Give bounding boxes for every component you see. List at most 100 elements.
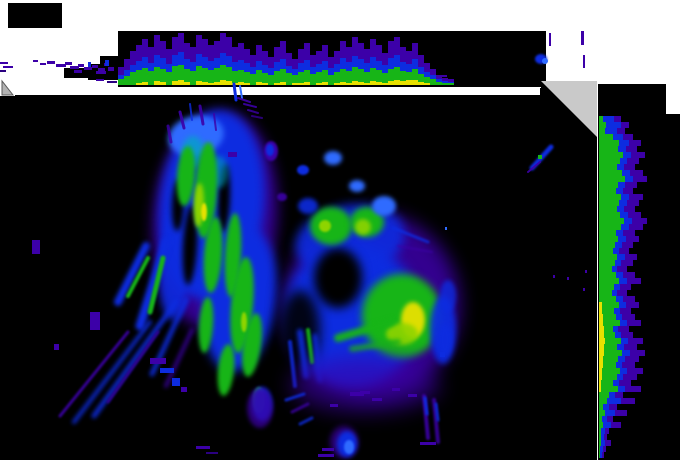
right-profile-bar: [599, 422, 603, 428]
right-profile-bar: [599, 284, 614, 290]
strip-profile-bar: [352, 67, 358, 85]
speck: [90, 312, 100, 330]
right-profile-bar: [599, 344, 604, 350]
diagonal-streak-core: [126, 256, 150, 298]
speck: [228, 152, 237, 157]
speck: [567, 277, 569, 280]
right-profile-bar: [599, 368, 602, 374]
strip-profile-bar: [232, 71, 238, 85]
strip-profile-bar: [394, 67, 400, 85]
strip-profile-bar: [304, 70, 310, 85]
central-finger-core: [306, 328, 314, 364]
strip-profile-bar: [388, 81, 394, 85]
right-profile-bar: [599, 386, 618, 392]
right-profile-bar: [599, 254, 617, 260]
left-yellow-spot: [241, 312, 247, 332]
strip-profile-bar: [196, 66, 202, 85]
left-green-core: [198, 297, 214, 353]
strip-profile-bar: [358, 82, 364, 85]
strip-profile-bar: [184, 69, 190, 85]
strip-baseline-dash: [107, 81, 117, 83]
corner-dash: [0, 62, 8, 64]
right-profile-bar: [599, 230, 616, 236]
bottom-right-core: [423, 396, 429, 416]
right-profile-bar: [599, 152, 623, 158]
right-profile-bar: [599, 326, 613, 332]
right-profile-bar: [599, 452, 602, 458]
central-blue-dot: [349, 180, 365, 192]
gap-scribble: [232, 82, 238, 102]
right-profile-bar: [599, 176, 625, 182]
left-top-spike: [166, 124, 173, 144]
strip-left-speck: [88, 62, 91, 67]
strip-profile-bar: [382, 83, 388, 85]
right-profile-bar: [599, 218, 624, 224]
left-yellow-spot: [201, 203, 207, 221]
strip-profile-bar: [136, 70, 142, 85]
right-profile-bar: [599, 350, 622, 356]
strip-profile-bar: [394, 80, 400, 85]
speck: [322, 448, 334, 451]
corner-dash: [3, 66, 13, 68]
right-profile-bar: [599, 158, 620, 164]
right-profile-bar: [599, 332, 615, 338]
right-profile-bar: [599, 440, 601, 446]
right-profile-bar: [599, 344, 617, 350]
strip-left-speck: [92, 65, 98, 68]
right-profile-bar: [599, 368, 620, 374]
strip-profile-bar: [208, 83, 214, 85]
speck: [330, 404, 338, 407]
strip-profile-bar: [238, 70, 244, 85]
right-strip-data: [599, 116, 647, 458]
strip-profile-bar: [178, 65, 184, 85]
strip-profile-bar: [376, 82, 382, 85]
left-green-core: [176, 146, 196, 206]
central-yellow-core: [386, 323, 418, 345]
central-green-streak: [349, 339, 401, 352]
right-profile-bar: [599, 224, 621, 230]
right-profile-bar: [599, 128, 617, 134]
strip-baseline-dash: [96, 79, 104, 81]
speck: [440, 352, 445, 357]
strip-profile-bar: [190, 71, 196, 85]
diagonal-streak: [58, 330, 130, 418]
right-profile-bar: [599, 392, 609, 398]
strip-profile-bar: [280, 69, 286, 85]
right-profile-bar: [599, 122, 621, 128]
right-profile-bar: [599, 242, 615, 248]
left-green-core: [217, 344, 235, 396]
strip-profile-bar: [346, 83, 352, 85]
right-profile-bar: [599, 356, 618, 362]
central-green-bright: [355, 219, 371, 235]
bottom-dash: [290, 402, 310, 414]
right-profile-bar: [599, 356, 603, 362]
strip-profile-bar: [178, 80, 184, 85]
speck: [172, 378, 180, 386]
right-profile-bar: [599, 350, 604, 356]
corner-dash: [0, 70, 6, 72]
right-profile-bar: [599, 200, 619, 206]
right-profile-bar: [599, 140, 619, 146]
mini-gray-triangle: [1, 79, 15, 96]
right-profile-bar: [599, 428, 605, 434]
diagonal-streak: [91, 299, 179, 419]
central-arc: [397, 245, 433, 253]
right-profile-bar: [599, 128, 605, 134]
strip-profile-bar: [202, 82, 208, 85]
strip-profile-bar: [214, 82, 220, 85]
right-profile-bar: [599, 212, 620, 218]
bottom-purple-halo: [247, 388, 273, 428]
right-profile-bar: [599, 134, 613, 140]
right-profile-bar: [599, 398, 621, 404]
strip-profile-bar: [172, 81, 178, 85]
right-profile-bar: [599, 404, 609, 410]
central-bottom-speckle: [290, 357, 440, 413]
strip-profile-bar: [412, 69, 418, 85]
strip-profile-bar: [322, 82, 328, 85]
right-profile-bar: [599, 410, 605, 416]
strip-left-speck: [70, 66, 79, 69]
strip-profile-bar: [148, 71, 154, 85]
right-profile-bar: [599, 236, 618, 242]
strip-profile-bar: [172, 66, 178, 85]
